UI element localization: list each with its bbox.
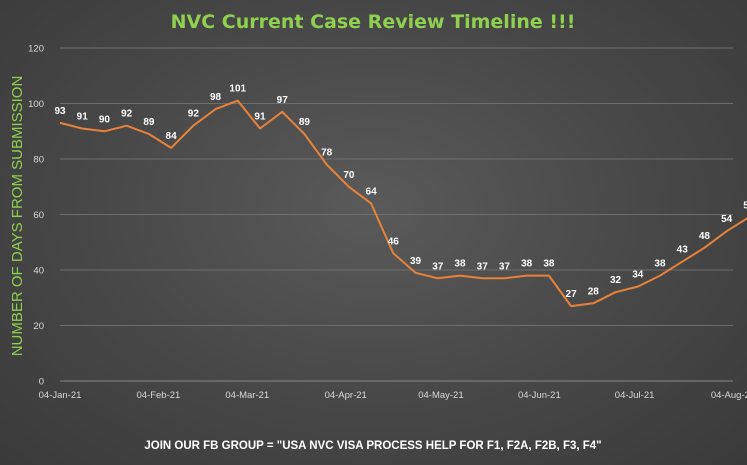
y-tick-label: 80 bbox=[33, 155, 44, 166]
data-label: 32 bbox=[610, 275, 622, 286]
y-tick-label: 100 bbox=[28, 99, 44, 110]
data-label: 37 bbox=[432, 261, 444, 272]
data-label: 98 bbox=[210, 92, 222, 103]
data-label: 92 bbox=[121, 109, 133, 120]
data-label: 64 bbox=[366, 186, 378, 197]
data-label: 84 bbox=[166, 131, 178, 142]
data-label: 27 bbox=[566, 289, 578, 300]
series-layer bbox=[59, 99, 747, 308]
x-tick-label: 04-Mar-21 bbox=[225, 390, 269, 401]
grid-lines bbox=[60, 47, 733, 382]
y-tick-label: 20 bbox=[33, 321, 44, 332]
data-label: 89 bbox=[299, 117, 311, 128]
x-tick-label: 04-Jan-21 bbox=[39, 390, 82, 401]
x-tick-label: 04-Feb-21 bbox=[136, 390, 180, 401]
y-tick-label: 120 bbox=[28, 44, 44, 55]
data-label: 37 bbox=[499, 261, 511, 272]
data-label: 34 bbox=[632, 270, 644, 281]
data-label: 70 bbox=[343, 170, 355, 181]
data-label: 37 bbox=[477, 261, 489, 272]
x-tick-label: 04-May-21 bbox=[418, 390, 463, 401]
data-labels: 93 91 90 92 89 84 92 98 101 91 97 89 78 70 64 46 39 37 38 3… bbox=[54, 84, 747, 300]
x-tick-label: 04-Aug-21 bbox=[711, 390, 747, 401]
footer-note: JOIN OUR FB GROUP = "USA NVC VISA PROCES… bbox=[144, 440, 601, 452]
data-label: 92 bbox=[188, 109, 200, 120]
data-label: 38 bbox=[543, 259, 555, 270]
data-label: 46 bbox=[388, 236, 400, 247]
series-line bbox=[59, 99, 747, 308]
data-label: 91 bbox=[254, 111, 266, 122]
x-tick-label: 04-Jun-21 bbox=[518, 390, 561, 401]
data-label: 38 bbox=[454, 259, 466, 270]
data-label: 93 bbox=[54, 106, 66, 117]
y-tick-labels: 0 20 40 60 80 100 120 bbox=[28, 44, 44, 388]
data-label: 101 bbox=[229, 84, 246, 95]
chart-title: NVC Current Case Review Timeline !!! bbox=[171, 11, 576, 33]
data-label: 38 bbox=[521, 259, 533, 270]
data-label: 97 bbox=[277, 95, 289, 106]
data-label: 91 bbox=[77, 111, 89, 122]
y-tick-label: 60 bbox=[33, 210, 44, 221]
data-label: 38 bbox=[654, 259, 666, 270]
data-label: 90 bbox=[99, 114, 111, 125]
data-label: 39 bbox=[410, 256, 422, 267]
x-tick-labels: 04-Jan-21 04-Feb-21 04-Mar-21 04-Apr-21 04-M… bbox=[39, 390, 747, 401]
data-label: 59 bbox=[743, 200, 747, 211]
y-axis-label: NUMBER OF DAYS FROM SUBMISSION bbox=[9, 76, 26, 357]
data-label: 28 bbox=[588, 286, 600, 297]
y-tick-label: 0 bbox=[39, 377, 44, 388]
data-label: 48 bbox=[699, 231, 711, 242]
data-label: 54 bbox=[721, 214, 733, 225]
x-tick-label: 04-Apr-21 bbox=[325, 390, 367, 401]
y-tick-label: 40 bbox=[33, 266, 44, 277]
data-label: 89 bbox=[143, 117, 155, 128]
data-label: 78 bbox=[321, 148, 333, 159]
x-tick-label: 04-Jul-21 bbox=[615, 390, 655, 401]
data-label: 43 bbox=[677, 245, 689, 256]
